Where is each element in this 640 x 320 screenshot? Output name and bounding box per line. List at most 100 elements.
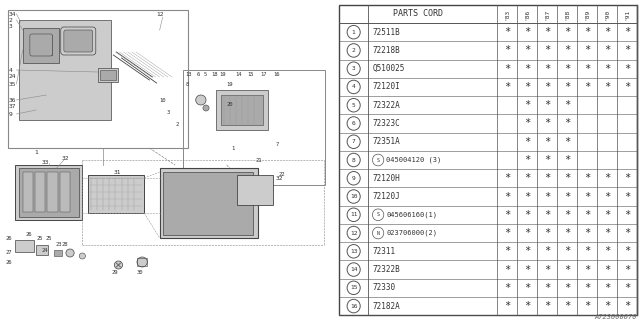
- Text: 11: 11: [350, 212, 357, 217]
- Text: *: *: [524, 173, 531, 183]
- Text: *: *: [544, 210, 550, 220]
- Text: *: *: [504, 64, 510, 74]
- Text: 35: 35: [8, 82, 16, 86]
- Text: *: *: [544, 137, 550, 147]
- Text: *: *: [504, 191, 510, 202]
- Text: *: *: [584, 283, 590, 293]
- Text: *: *: [564, 137, 570, 147]
- Text: A723000070: A723000070: [595, 314, 637, 320]
- Text: 1: 1: [232, 146, 235, 150]
- Text: 16: 16: [350, 304, 357, 308]
- Text: *: *: [584, 301, 590, 311]
- Text: *: *: [524, 246, 531, 256]
- Text: 17: 17: [260, 71, 267, 76]
- Text: 18: 18: [211, 71, 218, 76]
- Bar: [19, 20, 111, 120]
- Text: 36: 36: [8, 98, 16, 102]
- Text: *: *: [504, 210, 510, 220]
- Text: *: *: [564, 45, 570, 55]
- Text: *: *: [604, 45, 610, 55]
- Text: *: *: [624, 301, 630, 311]
- Text: 4: 4: [8, 68, 12, 73]
- Text: 32: 32: [62, 156, 69, 161]
- Text: 15: 15: [350, 285, 357, 290]
- Text: *: *: [624, 27, 630, 37]
- Text: *: *: [564, 118, 570, 129]
- Text: *: *: [624, 228, 630, 238]
- Text: *: *: [524, 82, 531, 92]
- Text: *: *: [564, 301, 570, 311]
- Text: 14: 14: [235, 71, 241, 76]
- Text: '90: '90: [604, 8, 609, 20]
- Text: *: *: [624, 246, 630, 256]
- Text: *: *: [584, 45, 590, 55]
- Text: *: *: [604, 301, 610, 311]
- Bar: [137, 258, 147, 266]
- Bar: [88, 175, 144, 213]
- Text: N: N: [377, 230, 380, 236]
- Text: *: *: [504, 27, 510, 37]
- FancyBboxPatch shape: [61, 27, 96, 55]
- Text: '83: '83: [505, 8, 509, 20]
- Text: 26: 26: [5, 236, 12, 241]
- Text: 72351A: 72351A: [372, 137, 400, 146]
- Text: 13: 13: [350, 249, 357, 254]
- Text: *: *: [544, 45, 550, 55]
- Text: 72120H: 72120H: [372, 174, 400, 183]
- Text: 34: 34: [8, 12, 16, 17]
- Text: 3: 3: [8, 25, 12, 29]
- Text: *: *: [604, 265, 610, 275]
- Text: 24: 24: [8, 75, 16, 79]
- Text: *: *: [524, 118, 531, 129]
- Text: *: *: [564, 82, 570, 92]
- Text: *: *: [604, 82, 610, 92]
- Text: *: *: [544, 173, 550, 183]
- Bar: [237, 175, 273, 205]
- Bar: [60, 172, 70, 212]
- Text: 3: 3: [352, 66, 356, 71]
- Text: *: *: [544, 118, 550, 129]
- Text: 8: 8: [186, 82, 189, 86]
- Text: *: *: [564, 64, 570, 74]
- Text: *: *: [544, 100, 550, 110]
- Text: *: *: [504, 246, 510, 256]
- Text: *: *: [604, 228, 610, 238]
- Text: *: *: [544, 82, 550, 92]
- Text: *: *: [584, 64, 590, 74]
- Text: *: *: [544, 228, 550, 238]
- Circle shape: [196, 95, 206, 105]
- FancyBboxPatch shape: [64, 30, 93, 52]
- Text: *: *: [544, 301, 550, 311]
- Text: *: *: [564, 283, 570, 293]
- Text: 10: 10: [159, 98, 166, 102]
- Text: 72182A: 72182A: [372, 301, 400, 311]
- FancyBboxPatch shape: [30, 34, 52, 56]
- Text: *: *: [544, 64, 550, 74]
- Text: 5: 5: [204, 71, 207, 76]
- Text: 32: 32: [276, 175, 284, 180]
- Text: 045606160(1): 045606160(1): [387, 212, 437, 218]
- Text: 5: 5: [352, 103, 356, 108]
- Text: 4: 4: [352, 84, 356, 90]
- Text: 2: 2: [352, 48, 356, 53]
- Text: '87: '87: [545, 8, 550, 20]
- Text: 12: 12: [350, 230, 357, 236]
- Text: *: *: [504, 228, 510, 238]
- Circle shape: [242, 178, 267, 202]
- Text: *: *: [584, 246, 590, 256]
- Bar: [183, 70, 326, 185]
- Text: *: *: [604, 246, 610, 256]
- Bar: [36, 245, 49, 255]
- Text: *: *: [564, 210, 570, 220]
- Circle shape: [203, 105, 209, 111]
- Text: 25: 25: [45, 236, 52, 241]
- Text: 28: 28: [62, 243, 68, 247]
- Text: *: *: [564, 173, 570, 183]
- Text: 26: 26: [26, 233, 32, 237]
- Text: 2: 2: [175, 123, 179, 127]
- Text: 9: 9: [352, 176, 356, 181]
- Text: 30: 30: [137, 269, 143, 275]
- Text: *: *: [564, 228, 570, 238]
- Text: 7: 7: [276, 142, 279, 148]
- Text: 24: 24: [41, 247, 48, 252]
